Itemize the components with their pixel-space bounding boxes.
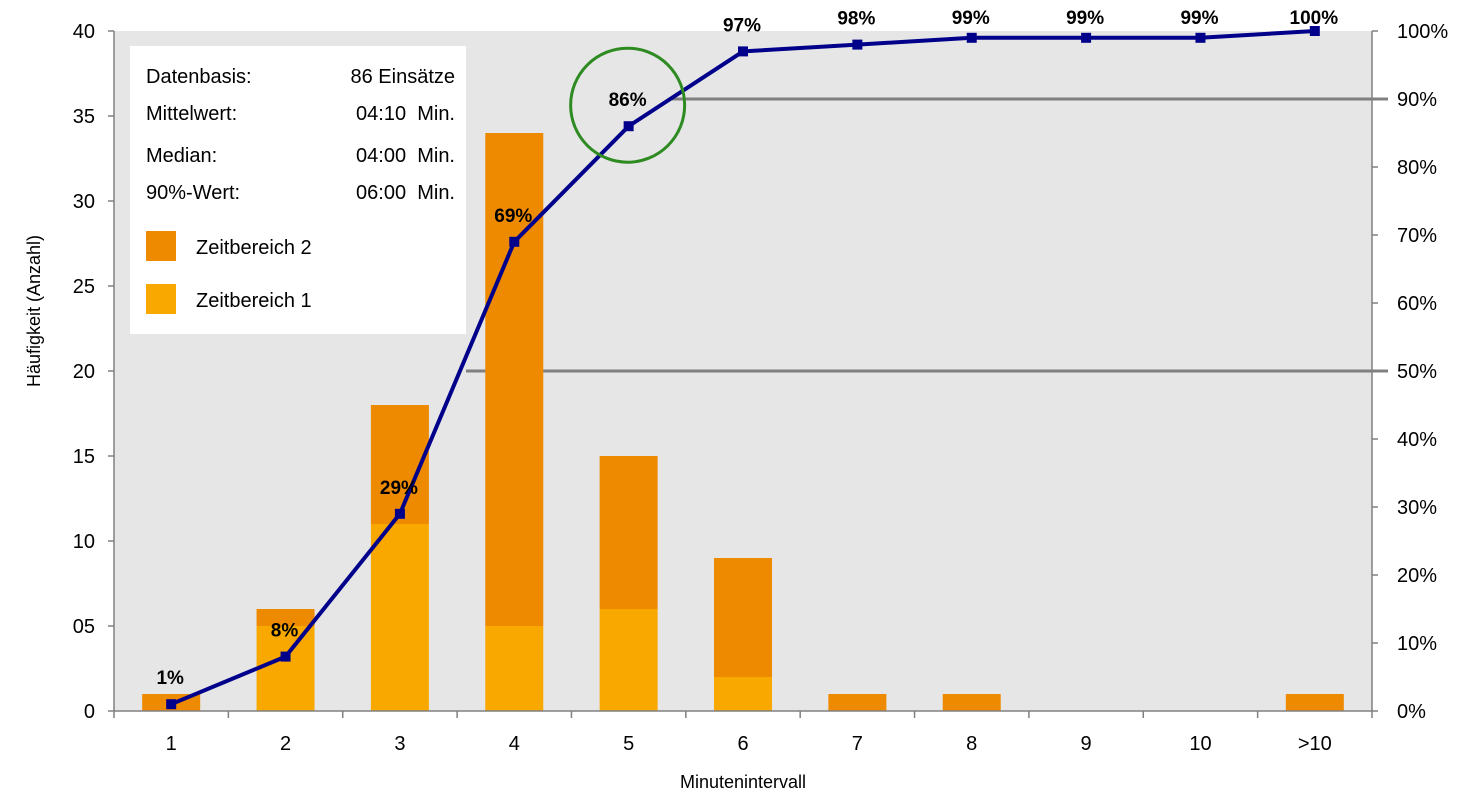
x-tick-label-1: 1 bbox=[166, 733, 177, 755]
cumulative-marker-4 bbox=[509, 236, 520, 247]
bar-zeitbereich-1-4 bbox=[485, 626, 544, 711]
data-label-1: 1% bbox=[156, 668, 184, 689]
data-label-4: 69% bbox=[494, 206, 532, 227]
legend-swatch-zeitbereich-2 bbox=[146, 231, 176, 261]
cumulative-marker-9 bbox=[1081, 32, 1092, 43]
x-tick-label-10: >10 bbox=[1298, 733, 1332, 755]
y2-tick-label: 90% bbox=[1397, 89, 1437, 111]
y2-tick-label: 40% bbox=[1397, 429, 1437, 451]
cumulative-marker-10 bbox=[1309, 26, 1320, 36]
cumulative-marker-6 bbox=[738, 46, 748, 57]
y-tick-label: 10 bbox=[73, 531, 95, 553]
data-label-3: 29% bbox=[380, 478, 418, 499]
x-tick-label-9: 9 bbox=[1081, 733, 1092, 755]
info-value-2: 04:00 Min. bbox=[356, 145, 455, 167]
cumulative-marker-5 bbox=[623, 121, 634, 132]
info-label-2: Median: bbox=[146, 145, 217, 167]
data-label-7: 98% bbox=[837, 9, 875, 30]
x-tick-label-8: 8 bbox=[966, 733, 977, 755]
info-label-0: Datenbasis: bbox=[146, 66, 252, 88]
x-tick-label-5: 5 bbox=[623, 733, 634, 755]
x-tick-label-7: 7 bbox=[852, 733, 863, 755]
x-tick-label-2: 2 bbox=[280, 733, 291, 755]
x-axis-title: Minutenintervall bbox=[680, 772, 806, 792]
bar-zeitbereich-2-8 bbox=[942, 694, 1001, 711]
data-label-5: 86% bbox=[609, 90, 647, 111]
legend-box bbox=[130, 46, 466, 334]
legend-label-zeitbereich-2: Zeitbereich 2 bbox=[196, 237, 312, 259]
legend: Datenbasis: 86 Einsätze Mittelwert: 04:1… bbox=[130, 46, 466, 334]
y-axis-title: Häufigkeit (Anzahl) bbox=[24, 235, 44, 387]
y-tick-label: 15 bbox=[73, 446, 95, 468]
bar-zeitbereich-2-4 bbox=[485, 133, 544, 626]
y-tick-label: 20 bbox=[73, 361, 95, 383]
cumulative-marker-2 bbox=[280, 651, 291, 662]
y2-tick-label: 50% bbox=[1397, 361, 1437, 383]
x-tick-label-4: 4 bbox=[509, 733, 520, 755]
y-tick-label: 0 bbox=[84, 701, 95, 723]
info-value-1: 04:10 Min. bbox=[356, 103, 455, 125]
cumulative-marker-1 bbox=[166, 699, 177, 710]
bar-zeitbereich-2-5 bbox=[599, 456, 658, 609]
bar-zeitbereich-2-7 bbox=[828, 694, 887, 711]
bar-zeitbereich-2-10 bbox=[1285, 694, 1344, 711]
cumulative-marker-10 bbox=[1195, 32, 1206, 43]
legend-swatch-zeitbereich-1 bbox=[146, 284, 176, 314]
y2-tick-label: 80% bbox=[1397, 157, 1437, 179]
info-value-0: 86 Einsätze bbox=[350, 66, 455, 88]
x-tick-label-6: 6 bbox=[737, 733, 748, 755]
y-tick-label: 25 bbox=[73, 276, 95, 298]
bar-zeitbereich-2-2 bbox=[256, 609, 315, 626]
legend-label-zeitbereich-1: Zeitbereich 1 bbox=[196, 290, 312, 312]
y2-tick-label: 10% bbox=[1397, 633, 1437, 655]
y2-tick-label: 0% bbox=[1397, 701, 1426, 723]
data-label-9: 99% bbox=[1066, 8, 1104, 29]
y2-tick-label: 30% bbox=[1397, 497, 1437, 519]
bar-zeitbereich-1-3 bbox=[370, 524, 429, 711]
bar-zeitbereich-2-6 bbox=[714, 558, 772, 677]
y2-tick-label: 60% bbox=[1397, 293, 1437, 315]
y-tick-label: 40 bbox=[73, 21, 95, 43]
cumulative-marker-3 bbox=[394, 508, 405, 519]
y2-tick-label: 20% bbox=[1397, 565, 1437, 587]
x-tick-label-10: 10 bbox=[1189, 733, 1211, 755]
data-label-10: 100% bbox=[1290, 8, 1339, 29]
cumulative-marker-8 bbox=[966, 32, 977, 43]
y2-tick-label: 70% bbox=[1397, 225, 1437, 247]
info-value-3: 06:00 Min. bbox=[356, 182, 455, 204]
bar-zeitbereich-1-2 bbox=[256, 626, 315, 711]
bar-zeitbereich-1-6 bbox=[714, 677, 772, 711]
cumulative-marker-7 bbox=[852, 39, 863, 50]
y-tick-label: 35 bbox=[73, 106, 95, 128]
data-label-6: 97% bbox=[723, 15, 761, 36]
data-label-2: 8% bbox=[271, 621, 299, 642]
highlight-circle bbox=[569, 46, 687, 164]
x-tick-label-3: 3 bbox=[394, 733, 405, 755]
data-label-10: 99% bbox=[1180, 8, 1218, 29]
bar-zeitbereich-1-5 bbox=[599, 609, 658, 711]
y-tick-label: 05 bbox=[73, 616, 95, 638]
y-tick-label: 30 bbox=[73, 191, 95, 213]
info-label-1: Mittelwert: bbox=[146, 103, 237, 125]
info-label-3: 90%-Wert: bbox=[146, 182, 240, 204]
y2-tick-label: 100% bbox=[1397, 21, 1448, 43]
data-label-8: 99% bbox=[952, 8, 990, 29]
